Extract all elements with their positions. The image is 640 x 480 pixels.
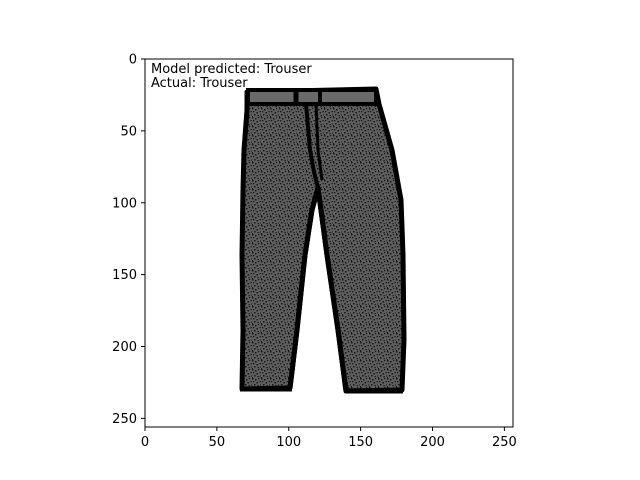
fly-seam-inner <box>314 103 324 181</box>
y-tick-label: 150 <box>112 268 137 283</box>
x-tick-label: 200 <box>420 435 445 450</box>
y-tick-label: 0 <box>129 53 137 68</box>
y-tick-label: 100 <box>112 196 137 211</box>
x-tick-label: 0 <box>141 435 149 450</box>
trouser-body-fill <box>242 89 404 391</box>
inner-leg-left <box>287 187 321 389</box>
axes-frame <box>144 58 514 428</box>
actual-label: Actual: Trouser <box>151 76 248 91</box>
inner-leg-right <box>315 187 349 392</box>
x-tick-label: 150 <box>348 435 373 450</box>
y-tick-label: 250 <box>112 412 137 427</box>
x-tick-label: 100 <box>276 435 301 450</box>
fly-seam <box>304 103 320 189</box>
x-tick-label: 50 <box>209 435 226 450</box>
trouser-image <box>239 86 407 394</box>
y-axis-ticks: 0 50 100 150 200 250 <box>112 53 145 427</box>
y-tick-label: 50 <box>120 124 137 139</box>
y-tick-label: 200 <box>112 340 137 355</box>
x-axis-ticks: 0 50 100 150 200 250 <box>141 427 517 450</box>
x-tick-label: 250 <box>492 435 517 450</box>
waistband <box>246 88 378 106</box>
predicted-label: Model predicted: Trouser <box>151 62 312 77</box>
